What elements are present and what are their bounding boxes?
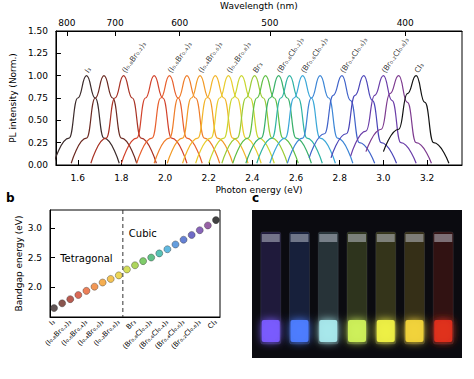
svg-text:(I₀.₄Br₀.₆)₃: (I₀.₄Br₀.₆)₃ — [76, 318, 106, 348]
svg-text:Br₃: Br₃ — [251, 60, 265, 74]
svg-text:(Br₀.₂Cl₀.₈)₃: (Br₀.₂Cl₀.₈)₃ — [380, 36, 411, 75]
svg-text:(I₀.₈Br₀.₂)₃: (I₀.₈Br₀.₂)₃ — [120, 40, 148, 75]
svg-text:(I₀.₈Br₀.₂)₃: (I₀.₈Br₀.₂)₃ — [43, 318, 74, 348]
svg-text:1.00: 1.00 — [28, 71, 48, 81]
svg-text:(I₀.₂Br₀.₈)₃: (I₀.₂Br₀.₈)₃ — [225, 40, 253, 75]
svg-text:I₃: I₃ — [83, 65, 93, 74]
svg-text:1.6: 1.6 — [71, 173, 86, 183]
svg-text:Br₃: Br₃ — [124, 318, 138, 332]
svg-text:2.5: 2.5 — [28, 253, 42, 263]
svg-text:Bandgap energy (eV): Bandgap energy (eV) — [14, 216, 24, 312]
svg-text:600: 600 — [171, 18, 188, 28]
svg-text:(Br₀.₆Cl₀.₄)₃: (Br₀.₆Cl₀.₄)₃ — [137, 318, 171, 351]
svg-text:c: c — [252, 191, 260, 205]
svg-text:(Br₀.₂Cl₀.₈)₃: (Br₀.₂Cl₀.₈)₃ — [170, 318, 203, 351]
svg-text:Cl₃: Cl₃ — [412, 61, 425, 75]
svg-text:(I₀.₆Br₀.₄)₃: (I₀.₆Br₀.₄)₃ — [59, 318, 90, 348]
svg-text:Cl₃: Cl₃ — [206, 318, 219, 331]
svg-text:b: b — [6, 191, 15, 205]
svg-text:800: 800 — [58, 18, 75, 28]
svg-text:(Br₀.₆Cl₀.₄)₃: (Br₀.₆Cl₀.₄)₃ — [299, 36, 330, 75]
svg-text:I₃: I₃ — [48, 318, 57, 327]
svg-text:0.75: 0.75 — [28, 93, 48, 103]
svg-text:2.8: 2.8 — [333, 173, 348, 183]
svg-text:2.2: 2.2 — [202, 173, 216, 183]
svg-text:(I₀.₆Br₀.₄)₃: (I₀.₆Br₀.₄)₃ — [166, 40, 194, 75]
svg-text:3.0: 3.0 — [28, 223, 43, 233]
svg-text:(Br₀.₈Cl₀.₂)₃: (Br₀.₈Cl₀.₂)₃ — [121, 318, 154, 351]
svg-text:(I₀.₄Br₀.₆)₃: (I₀.₄Br₀.₆)₃ — [196, 40, 224, 75]
svg-text:400: 400 — [397, 18, 414, 28]
svg-text:700: 700 — [107, 18, 124, 28]
svg-text:0.00: 0.00 — [28, 160, 48, 170]
svg-text:PL intensity (Norm.): PL intensity (Norm.) — [8, 53, 18, 143]
svg-text:Cubic: Cubic — [129, 228, 157, 239]
svg-text:3.0: 3.0 — [376, 173, 391, 183]
svg-text:0.25: 0.25 — [28, 138, 48, 148]
svg-text:500: 500 — [261, 18, 278, 28]
svg-text:(Br₀.₄Cl₀.₆)₃: (Br₀.₄Cl₀.₆)₃ — [338, 36, 369, 75]
svg-text:Photon energy (eV): Photon energy (eV) — [215, 185, 302, 195]
svg-text:1.25: 1.25 — [28, 48, 48, 58]
svg-text:1.50: 1.50 — [28, 26, 48, 36]
svg-text:(I₀.₂Br₀.₈)₃: (I₀.₂Br₀.₈)₃ — [92, 318, 122, 348]
svg-text:2.6: 2.6 — [289, 173, 304, 183]
svg-text:2.0: 2.0 — [158, 173, 173, 183]
svg-text:Wavelength (nm): Wavelength (nm) — [220, 1, 298, 11]
svg-text:3.2: 3.2 — [420, 173, 434, 183]
svg-text:2.4: 2.4 — [245, 173, 260, 183]
svg-text:(Br₀.₈Cl₀.₂)₃: (Br₀.₈Cl₀.₂)₃ — [274, 35, 306, 75]
svg-text:Tetragonal: Tetragonal — [59, 253, 112, 264]
svg-text:(Br₀.₄Cl₀.₆)₃: (Br₀.₄Cl₀.₆)₃ — [153, 318, 187, 351]
svg-text:0.50: 0.50 — [28, 115, 48, 125]
svg-text:1.8: 1.8 — [114, 173, 129, 183]
svg-text:2.0: 2.0 — [28, 282, 43, 292]
